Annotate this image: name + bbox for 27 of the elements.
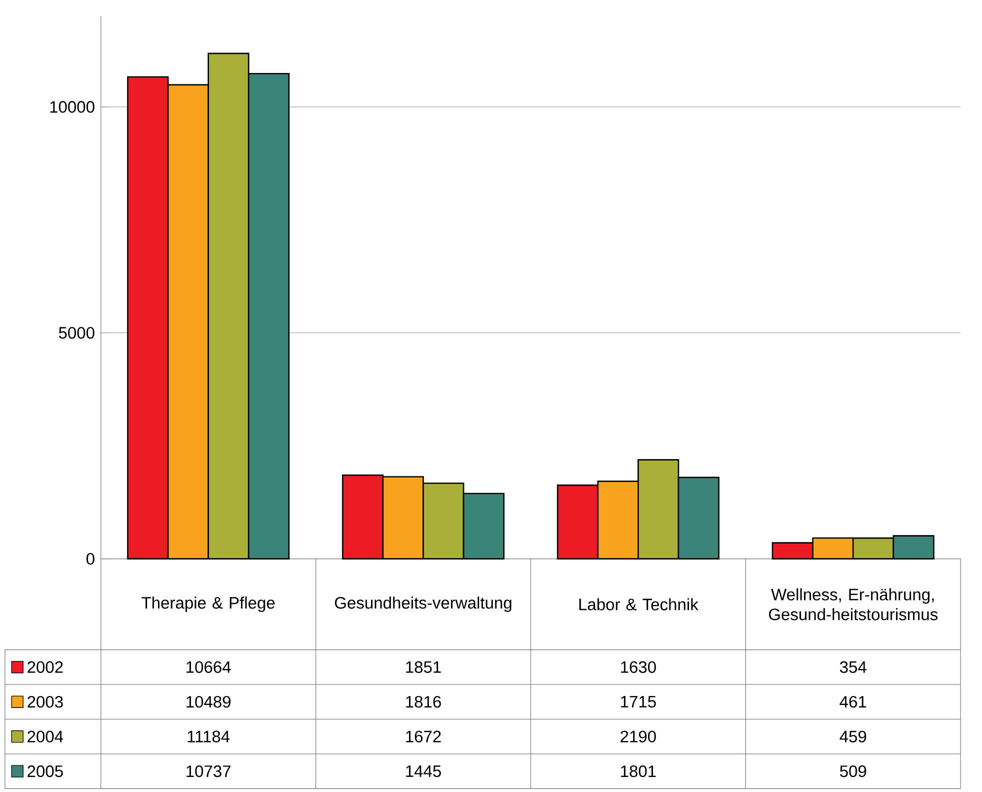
data-label: 461 — [840, 696, 866, 708]
x-tick-label: Therapie & Pflege — [142, 596, 275, 612]
legend-label: 2004 — [28, 730, 64, 742]
data-label: 10664 — [186, 661, 231, 673]
data-label: 10737 — [186, 765, 230, 778]
data-label: 1630 — [621, 661, 656, 673]
y-tick-label: 5000 — [58, 327, 94, 339]
legend-label: 2005 — [28, 765, 63, 778]
data-label: 1801 — [621, 765, 656, 778]
data-label: 11184 — [188, 730, 230, 742]
y-tick-label: 10000 — [50, 101, 94, 113]
legend-label: 2003 — [28, 696, 63, 708]
y-tick-label: 0 — [86, 552, 94, 565]
data-label: 354 — [840, 661, 866, 673]
data-label: 1816 — [406, 696, 441, 708]
data-label: 509 — [840, 765, 866, 778]
data-label: 1672 — [406, 730, 441, 742]
legend-label: 2002 — [28, 661, 63, 673]
data-label: 1445 — [406, 766, 441, 778]
x-tick-label: Gesundheits-verwaltung — [334, 596, 512, 612]
data-label: 1851 — [406, 661, 441, 673]
data-label: 459 — [840, 730, 866, 742]
x-tick-label: Labor & Technik — [579, 598, 698, 610]
data-label: 10489 — [186, 696, 231, 708]
data-label: 2190 — [620, 730, 656, 742]
x-tick-label: Wellness, Er-nährung, Gesund-heitstourismus — [768, 588, 938, 620]
data-label: 1715 — [621, 696, 656, 708]
